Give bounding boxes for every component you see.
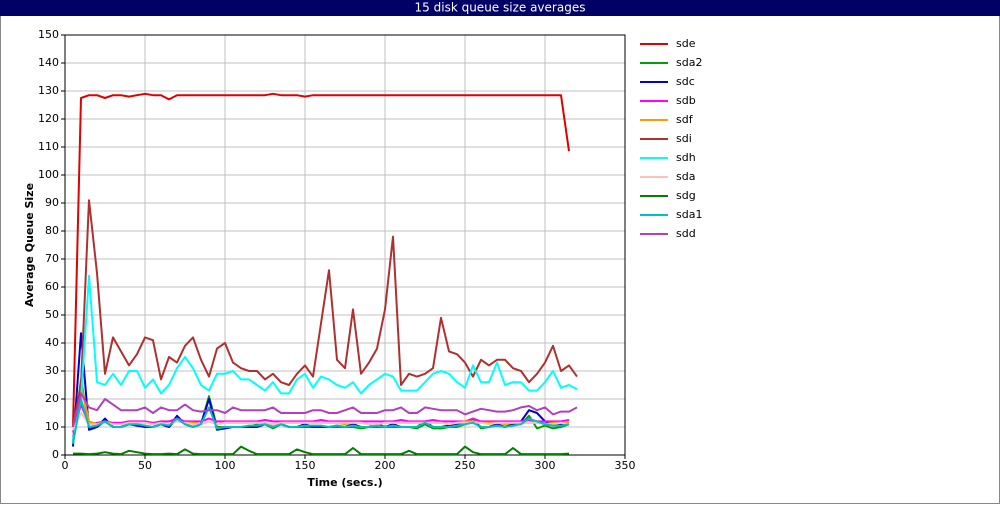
y-tick-label: 100 xyxy=(38,168,59,181)
x-tick-label: 200 xyxy=(375,459,396,472)
series-line xyxy=(72,274,578,442)
series-line xyxy=(72,392,578,428)
y-tick-label: 40 xyxy=(45,336,59,349)
legend-label: sdf xyxy=(676,113,694,126)
x-tick-label: 300 xyxy=(535,459,556,472)
x-tick-label: 250 xyxy=(455,459,476,472)
plot-area xyxy=(64,34,626,456)
y-tick-label: 50 xyxy=(45,308,59,321)
y-tick-label: 60 xyxy=(45,280,59,293)
legend-label: sda xyxy=(676,170,695,183)
legend-label: sdi xyxy=(676,132,692,145)
legend-label: sdc xyxy=(676,75,695,88)
y-tick-label: 150 xyxy=(38,28,59,41)
y-tick-label: 0 xyxy=(52,448,59,461)
legend-label: sdd xyxy=(676,227,696,240)
x-tick-label: 50 xyxy=(138,459,152,472)
y-tick-label: 120 xyxy=(38,112,59,125)
x-axis-label: Time (secs.) xyxy=(307,476,382,489)
chart-title: 15 disk queue size averages xyxy=(415,1,586,15)
x-tick-label: 150 xyxy=(295,459,316,472)
y-tick-label: 20 xyxy=(45,392,59,405)
series-line xyxy=(72,92,570,428)
y-tick-label: 90 xyxy=(45,196,59,209)
legend-label: sde xyxy=(676,37,696,50)
legend-label: sda1 xyxy=(676,208,702,221)
y-tick-label: 130 xyxy=(38,84,59,97)
x-tick-label: 0 xyxy=(62,459,69,472)
y-tick-label: 140 xyxy=(38,56,59,69)
y-tick-label: 80 xyxy=(45,224,59,237)
x-tick-label: 100 xyxy=(215,459,236,472)
series-line xyxy=(72,398,570,444)
y-tick-label: 70 xyxy=(45,252,59,265)
series-line xyxy=(73,445,570,456)
y-tick-label: 110 xyxy=(38,140,59,153)
x-tick-label: 350 xyxy=(615,459,636,472)
series-line xyxy=(72,403,570,433)
series-line xyxy=(72,412,570,431)
legend-label: sdh xyxy=(676,151,696,164)
y-tick-label: 10 xyxy=(45,420,59,433)
y-axis-label: Average Queue Size xyxy=(23,183,36,307)
legend-label: sdg xyxy=(676,189,696,202)
series-line xyxy=(72,199,578,428)
title-bar xyxy=(0,0,1000,16)
legend-label: sda2 xyxy=(676,56,702,69)
y-tick-label: 30 xyxy=(45,364,59,377)
legend-label: sdb xyxy=(676,94,696,107)
